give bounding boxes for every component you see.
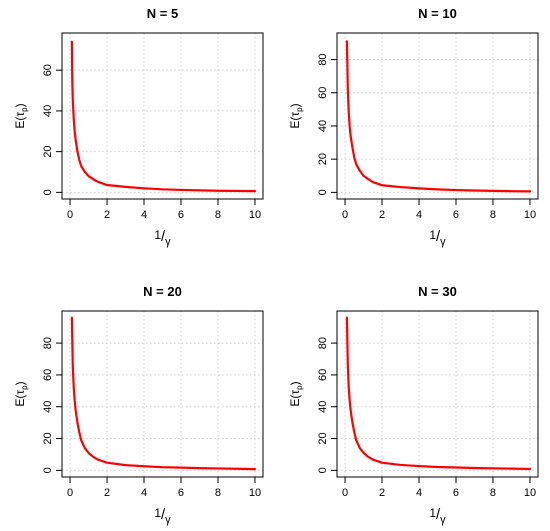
y-axis-label: E(τp) (288, 381, 304, 406)
x-tick-label: 10 (249, 487, 261, 499)
y-tick-label: 0 (42, 189, 54, 195)
y-tick-label: 80 (317, 337, 329, 349)
x-axis-label-text: 1/γ (154, 506, 171, 526)
chart-panel: 0 2 4 6 8 10 0 20 40 60 80 N = 20 1/γ E(τp) (13, 284, 264, 526)
x-tick-label: 8 (490, 487, 496, 499)
x-axis-label-text: 1/γ (154, 228, 171, 248)
x-tick-label: 8 (215, 209, 221, 221)
y-tick-label: 40 (317, 120, 329, 132)
plot-frame (336, 32, 539, 200)
x-tick-label: 6 (178, 209, 184, 221)
y-tick-label: 60 (42, 64, 54, 76)
chart-title: N = 20 (143, 284, 182, 299)
x-tick-label: 0 (67, 487, 73, 499)
y-tick-label: 0 (317, 189, 329, 195)
y-tick-label: 0 (42, 467, 54, 473)
y-tick-label: 20 (42, 432, 54, 444)
series-line (70, 316, 257, 471)
chart-title: N = 30 (418, 284, 457, 299)
series-line (70, 40, 257, 193)
y-tick-label: 20 (317, 153, 329, 165)
y-tick-label: 60 (317, 87, 329, 99)
chart-title: N = 5 (147, 6, 178, 21)
y-tick-label: 20 (317, 432, 329, 444)
x-tick-label: 4 (416, 487, 422, 499)
x-tick-label: 4 (141, 209, 147, 221)
x-tick-label: 2 (104, 487, 110, 499)
x-tick-label: 2 (379, 487, 385, 499)
y-tick-label: 80 (317, 53, 329, 65)
x-axis-label: 1/γ (154, 506, 171, 526)
y-axis-label: E(τp) (288, 103, 304, 128)
plot-frame (61, 310, 264, 478)
x-axis-label: 1/γ (429, 228, 446, 248)
y-axis-label: E(τp) (13, 381, 29, 406)
chart-panel: 0 2 4 6 8 10 0 20 40 60 80 N = 30 1/γ E(τp) (288, 284, 539, 526)
x-axis-label-text: 1/γ (429, 506, 446, 526)
x-tick-label: 2 (379, 209, 385, 221)
y-tick-label: 40 (42, 105, 54, 117)
y-tick-label: 80 (42, 337, 54, 349)
x-axis-label: 1/γ (429, 506, 446, 526)
x-tick-label: 6 (453, 487, 459, 499)
y-tick-label: 20 (42, 146, 54, 158)
chart-panel: 0 2 4 6 8 10 0 20 40 60 N = 5 1/γ E(τp) (13, 6, 264, 248)
series-line (345, 40, 532, 193)
x-tick-label: 10 (249, 209, 261, 221)
y-tick-label: 0 (317, 467, 329, 473)
x-tick-label: 6 (178, 487, 184, 499)
y-tick-label: 60 (317, 369, 329, 381)
x-tick-label: 6 (453, 209, 459, 221)
plot-frame (61, 32, 264, 200)
series-line (345, 316, 532, 471)
plot-frame (336, 310, 539, 478)
x-axis-label-text: 1/γ (429, 228, 446, 248)
y-tick-label: 60 (42, 369, 54, 381)
y-axis-label: E(τp) (13, 103, 29, 128)
x-tick-label: 0 (342, 487, 348, 499)
x-tick-label: 0 (67, 209, 73, 221)
x-axis-label: 1/γ (154, 228, 171, 248)
x-tick-label: 4 (141, 487, 147, 499)
x-tick-label: 8 (490, 209, 496, 221)
x-tick-label: 10 (524, 487, 536, 499)
y-tick-label: 40 (317, 401, 329, 413)
x-tick-label: 8 (215, 487, 221, 499)
x-tick-label: 10 (524, 209, 536, 221)
x-tick-label: 0 (342, 209, 348, 221)
x-tick-label: 2 (104, 209, 110, 221)
y-tick-label: 40 (42, 401, 54, 413)
chart-panel: 0 2 4 6 8 10 0 20 40 60 80 N = 10 1/γ E(τp) (288, 6, 539, 248)
chart-title: N = 10 (418, 6, 457, 21)
x-tick-label: 4 (416, 209, 422, 221)
